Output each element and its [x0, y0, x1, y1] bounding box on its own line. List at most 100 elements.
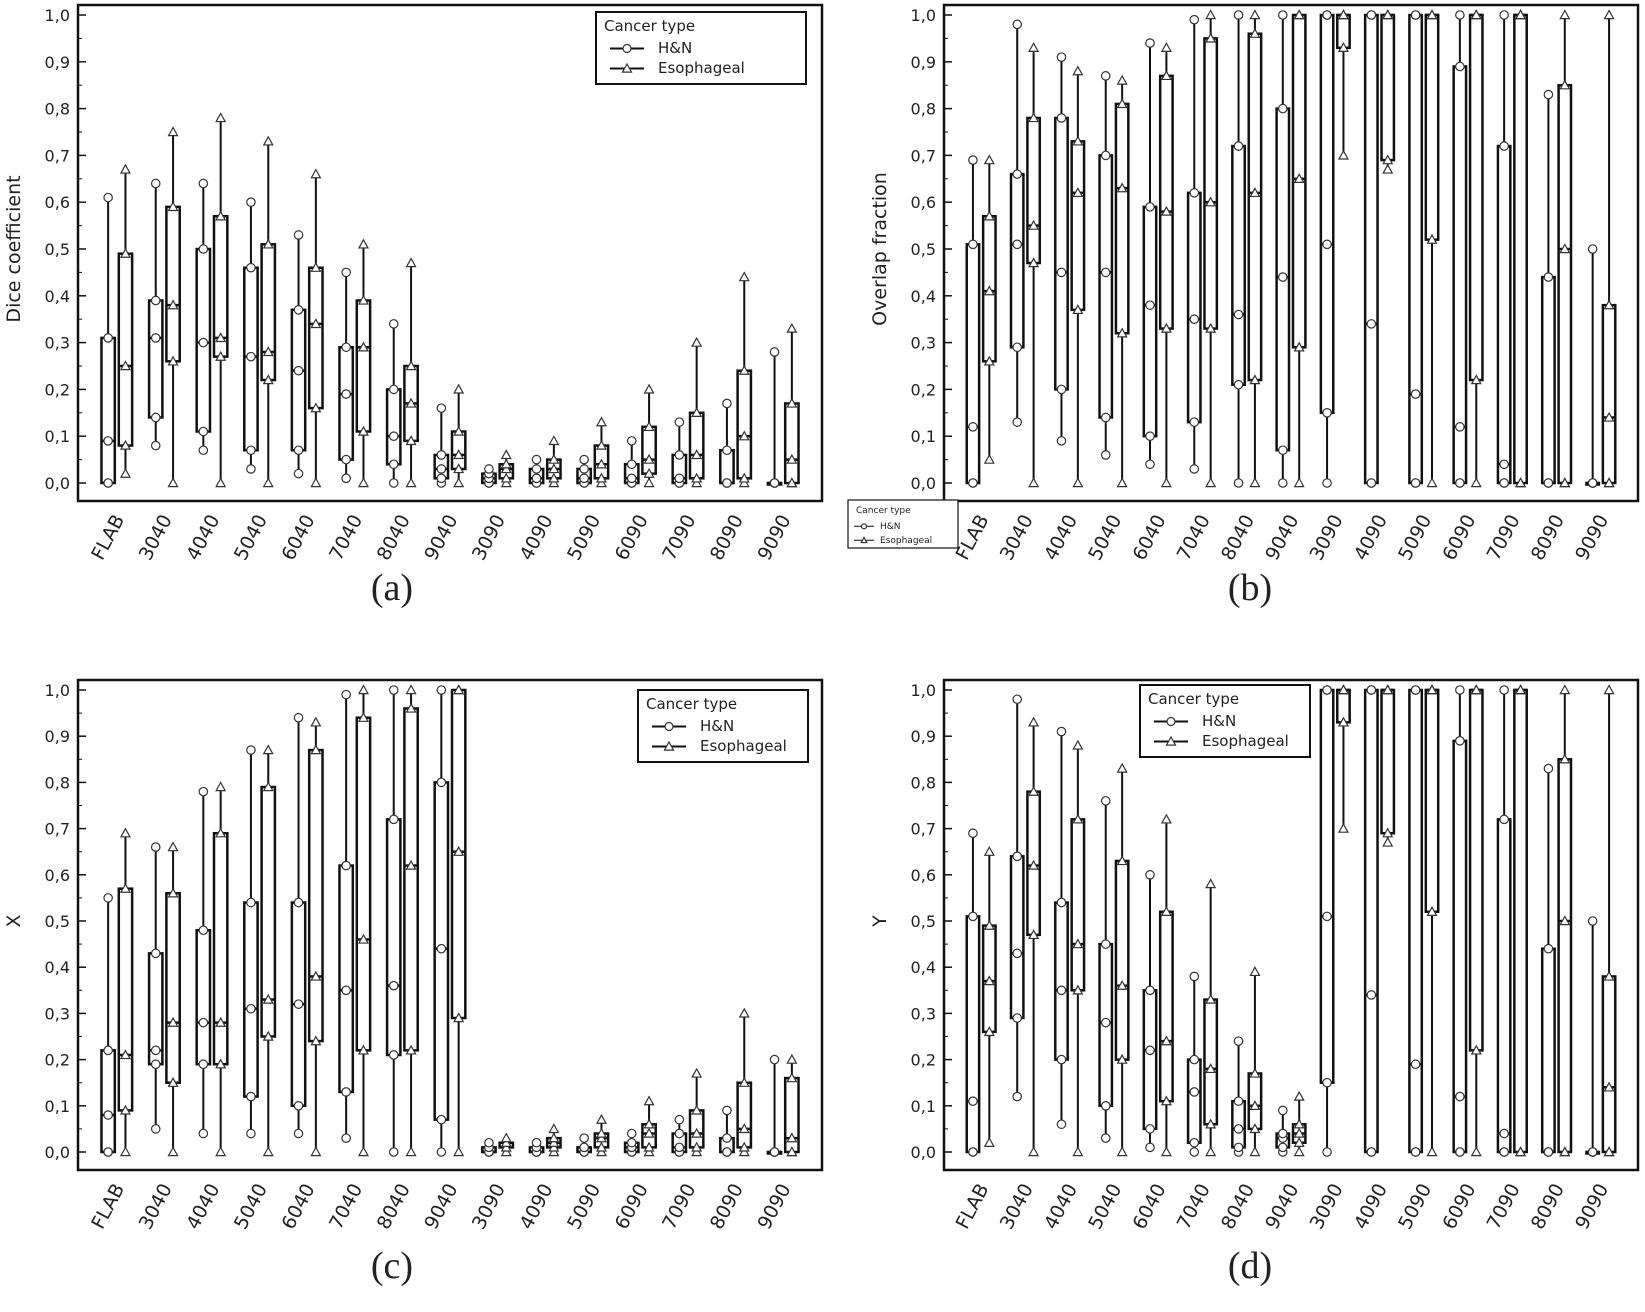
esophageal-marker — [983, 154, 995, 165]
esophageal-marker — [167, 1146, 179, 1157]
esophageal-marker — [786, 1132, 798, 1143]
hn-marker — [1322, 239, 1332, 250]
box-hn — [1540, 947, 1556, 1154]
box-hn — [1496, 818, 1512, 1154]
esophageal-marker — [595, 477, 607, 488]
esophageal-marker — [1293, 1090, 1305, 1101]
hn-marker — [674, 1142, 685, 1153]
y-tick-label: 0,4 — [45, 287, 70, 306]
hn-marker — [531, 473, 542, 484]
hn-marker — [198, 786, 209, 797]
hn-marker — [722, 445, 732, 456]
hn-marker — [1056, 985, 1067, 996]
hn-marker — [674, 1128, 685, 1139]
x-tick-label: 8090 — [1527, 511, 1569, 564]
esophageal-marker — [1072, 938, 1084, 949]
hn-marker — [388, 1147, 399, 1157]
box-hn — [1142, 989, 1158, 1131]
esophageal-marker — [1249, 374, 1261, 385]
y-tick-label: 0,8 — [45, 100, 70, 119]
x-tick-label: 3040 — [996, 511, 1038, 564]
esophageal-marker — [405, 702, 417, 713]
esophageal-marker — [119, 1146, 131, 1157]
esophageal-marker — [453, 845, 465, 856]
plot-frame — [76, 678, 824, 1172]
hn-marker — [968, 911, 978, 922]
hn-marker — [1455, 1147, 1465, 1157]
panel-b: 0,0 0,1 0,2 0,3 0,4 0,5 0,6 0,7 0,8 0,9 1,0 Overlap… — [847, 3, 1640, 609]
hn-marker — [293, 230, 304, 240]
esophageal-marker — [167, 201, 179, 212]
x-tick-label: FLAB — [952, 1180, 994, 1233]
box-esophageal — [1424, 13, 1440, 241]
hn-marker — [722, 1147, 732, 1157]
hn-marker — [1410, 478, 1421, 488]
esophageal-marker — [167, 887, 179, 898]
esophageal-marker — [983, 1026, 995, 1037]
esophageal-marker — [119, 1104, 131, 1115]
y-tick-label: 0,6 — [45, 866, 70, 885]
legend-label-hn: H&N — [880, 522, 901, 532]
esophageal-marker — [215, 112, 227, 123]
esophageal-marker — [1293, 477, 1305, 488]
hn-marker — [968, 422, 978, 432]
esophageal-marker — [786, 1146, 798, 1157]
hn-marker — [1455, 10, 1465, 20]
esophageal-marker — [1293, 9, 1305, 20]
esophageal-marker — [1072, 135, 1084, 146]
hn-marker — [341, 689, 351, 700]
esophageal-marker — [643, 383, 655, 394]
hn-marker — [1455, 422, 1465, 432]
hn-marker — [1233, 10, 1244, 20]
box-esophageal — [117, 252, 134, 447]
hn-marker — [246, 897, 256, 908]
esophageal-marker — [1426, 233, 1438, 244]
esophageal-marker — [1028, 257, 1040, 268]
box-hn — [1231, 144, 1246, 386]
x-tick-label: 5090 — [1394, 1180, 1436, 1233]
box-esophageal — [1513, 13, 1528, 485]
panel-caption: (a) — [371, 567, 413, 609]
y-tick-label: 0,0 — [911, 474, 936, 493]
esophageal-marker — [643, 477, 655, 488]
hn-marker — [388, 980, 399, 991]
esophageal-marker — [405, 859, 417, 870]
box-esophageal — [355, 299, 372, 433]
y-tick-label: 0,6 — [911, 866, 936, 885]
esophageal-marker — [310, 744, 322, 755]
esophageal-marker — [1515, 1146, 1527, 1157]
esophageal-marker — [215, 781, 227, 792]
esophageal-marker — [1470, 9, 1482, 20]
hn-marker — [1056, 726, 1067, 737]
hn-marker — [674, 417, 685, 427]
hn-marker — [1322, 911, 1332, 922]
esophageal-marker — [1028, 42, 1040, 52]
esophageal-marker — [405, 397, 417, 408]
hn-marker — [769, 478, 780, 488]
hn-marker — [1499, 10, 1509, 20]
esophageal-marker — [262, 238, 274, 249]
esophageal-marker — [1205, 9, 1217, 20]
legend-title: Cancer type — [646, 695, 737, 713]
esophageal-marker — [548, 1132, 560, 1143]
esophageal-marker — [595, 1113, 607, 1124]
esophageal-marker — [1160, 70, 1172, 81]
esophageal-marker — [262, 781, 274, 792]
hn-marker — [1410, 10, 1421, 20]
hn-marker — [674, 473, 685, 484]
legend-hn-marker — [664, 721, 674, 732]
hn-marker — [150, 1045, 161, 1056]
y-axis-label: Overlap fraction — [869, 172, 891, 326]
esophageal-marker — [1160, 1095, 1172, 1106]
box-hn — [100, 1049, 117, 1154]
hn-marker — [246, 351, 256, 362]
esophageal-marker — [1160, 42, 1172, 52]
esophageal-marker — [983, 1137, 995, 1147]
hn-marker — [579, 464, 589, 474]
esophageal-marker — [643, 1095, 655, 1106]
hn-marker — [1455, 1091, 1465, 1102]
hn-marker — [436, 943, 447, 954]
esophageal-marker — [1116, 762, 1128, 773]
hn-marker — [1056, 113, 1067, 123]
esophageal-marker — [1072, 739, 1084, 750]
